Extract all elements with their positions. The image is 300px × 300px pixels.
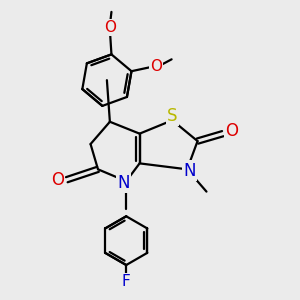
Text: S: S [167,107,178,125]
Text: O: O [104,20,116,35]
Text: N: N [117,174,130,192]
Text: N: N [183,162,196,180]
Text: O: O [150,59,162,74]
Text: O: O [225,122,238,140]
Text: F: F [122,274,130,289]
Text: O: O [51,171,64,189]
